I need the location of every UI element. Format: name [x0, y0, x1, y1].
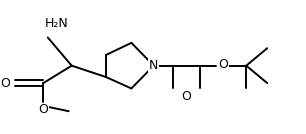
Text: O: O [218, 58, 228, 72]
Text: O: O [182, 90, 192, 103]
Text: O: O [38, 103, 48, 116]
Text: N: N [149, 59, 159, 72]
Text: O: O [1, 77, 10, 90]
Text: H₂N: H₂N [45, 17, 69, 30]
